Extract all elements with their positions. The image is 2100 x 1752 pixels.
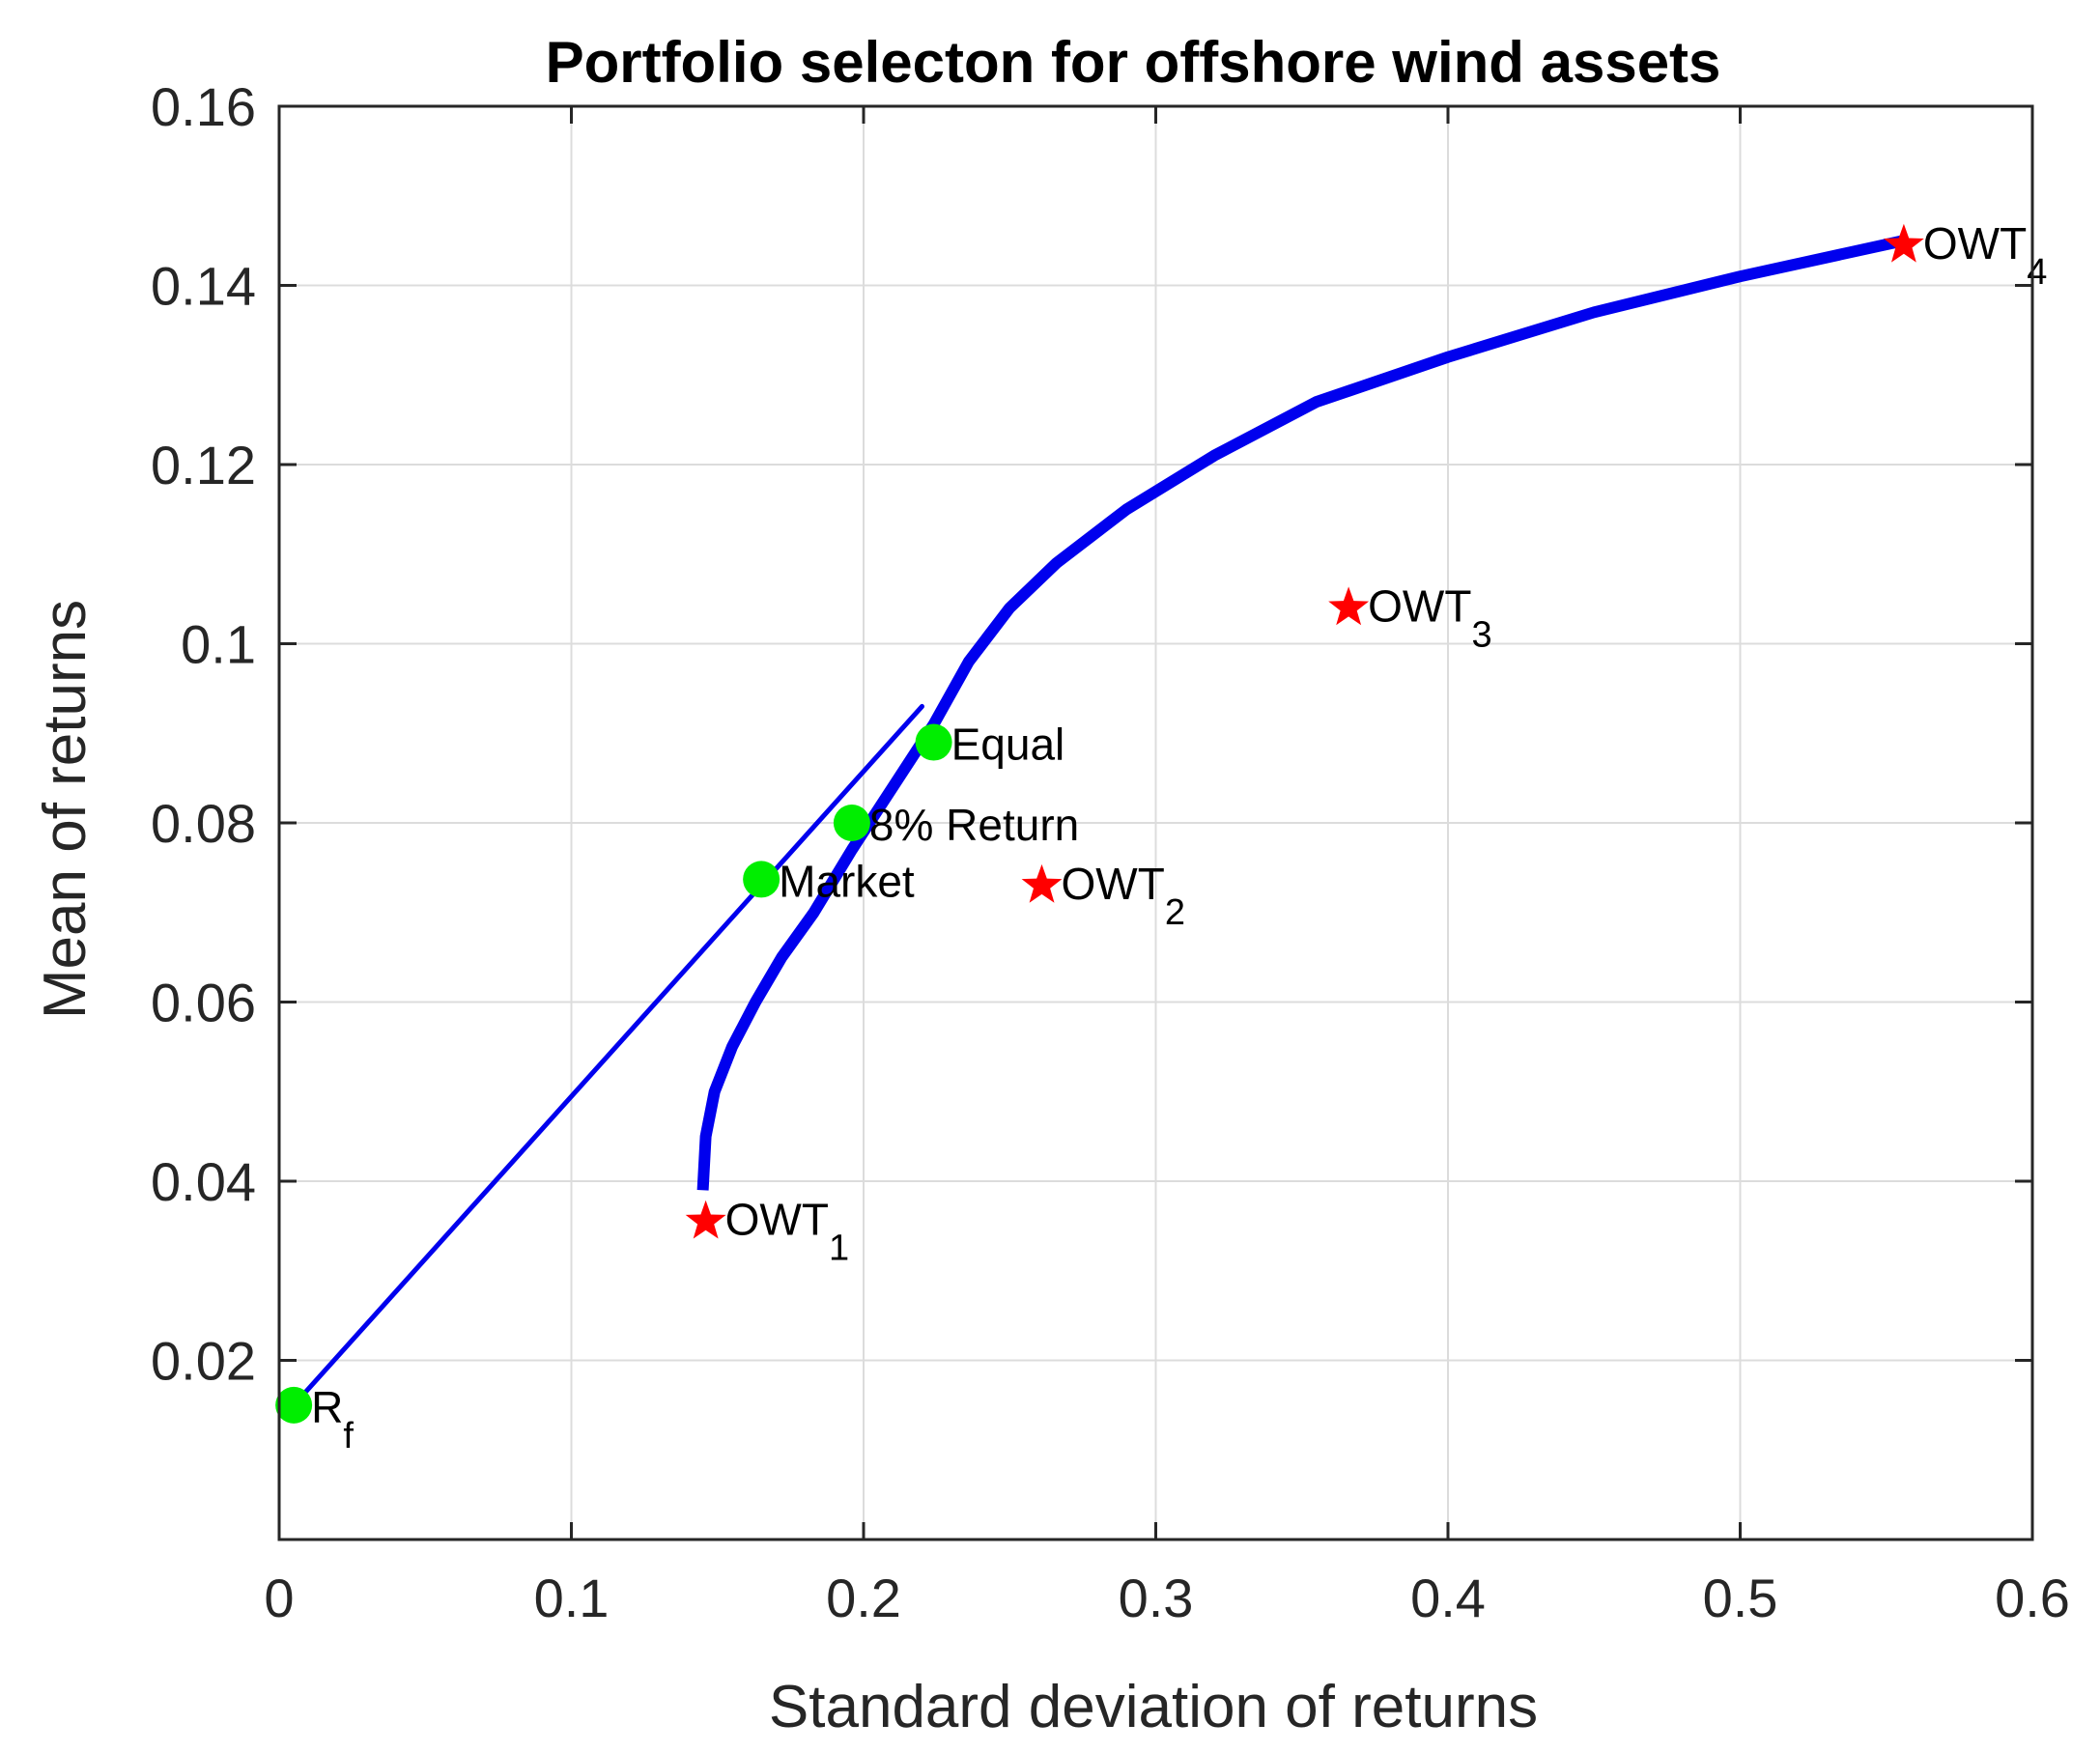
portfolio-label: 8% Return xyxy=(869,800,1079,850)
series xyxy=(291,235,1906,1408)
y-tick-label: 0.1 xyxy=(181,614,256,675)
axis-ticks: 0 0.1 0.2 0.3 0.4 0.5 0.6 0.02 0.04 0.06 0.08 0.1 0.… xyxy=(151,76,2070,1628)
y-tick-label: 0.04 xyxy=(151,1151,256,1212)
asset-star-marker xyxy=(1884,223,1924,263)
x-tick-label: 0.6 xyxy=(1995,1568,2070,1628)
x-tick-label: 0.3 xyxy=(1119,1568,1194,1628)
asset-label: OWT2 xyxy=(1062,859,1185,933)
portfolio-dot-marker xyxy=(743,861,780,898)
x-tick-label: 0 xyxy=(264,1568,294,1628)
y-tick-label: 0.14 xyxy=(151,256,256,317)
y-tick-label: 0.16 xyxy=(151,76,256,137)
portfolio-dot-marker xyxy=(833,805,870,841)
y-tick-label: 0.02 xyxy=(151,1331,256,1392)
asset-label: OWT1 xyxy=(725,1195,849,1269)
asset-label: OWT3 xyxy=(1368,580,1491,655)
efficient-frontier-line xyxy=(696,235,1906,1191)
portfolio-label: Market xyxy=(779,856,915,906)
x-axis-title: Standard deviation of returns xyxy=(769,1674,1538,1740)
x-tick-label: 0.2 xyxy=(826,1568,901,1628)
asset-star-marker xyxy=(1328,586,1370,626)
asset-star-marker xyxy=(685,1200,726,1239)
y-tick-label: 0.08 xyxy=(151,793,256,854)
asset-star-marker xyxy=(1021,863,1063,903)
capital-market-line xyxy=(291,703,924,1408)
portfolio-dot-marker xyxy=(915,723,952,761)
y-tick-label: 0.12 xyxy=(151,435,256,495)
portfolio-dot-marker xyxy=(275,1386,313,1424)
portfolio-label: Equal xyxy=(951,720,1065,770)
y-tick-label: 0.06 xyxy=(151,973,256,1033)
chart-title: Portfolio selecton for offshore wind ass… xyxy=(546,30,1721,95)
x-tick-label: 0.1 xyxy=(534,1568,610,1628)
y-axis-title: Mean of returns xyxy=(32,600,99,1019)
x-tick-label: 0.4 xyxy=(1410,1568,1486,1628)
portfolio-label: Rf xyxy=(311,1382,354,1456)
x-tick-label: 0.5 xyxy=(1703,1568,1778,1628)
